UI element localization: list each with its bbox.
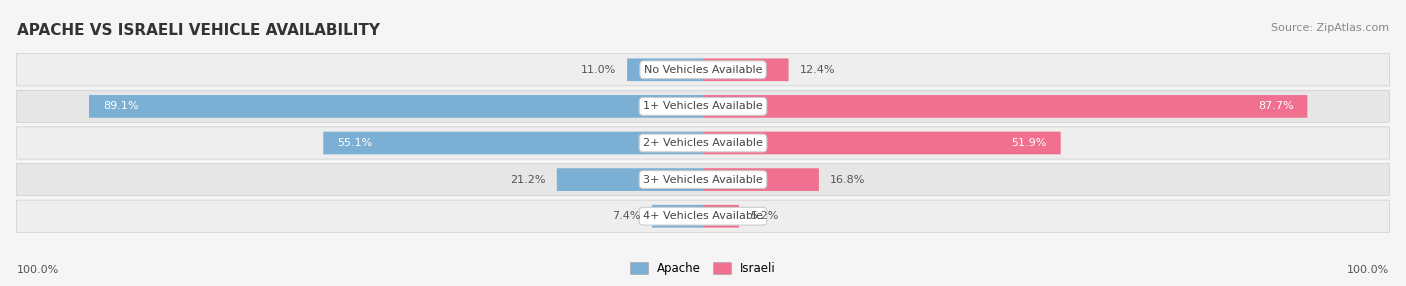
- Text: 7.4%: 7.4%: [613, 211, 641, 221]
- FancyBboxPatch shape: [703, 168, 818, 191]
- Text: 12.4%: 12.4%: [800, 65, 835, 75]
- Text: 5.2%: 5.2%: [749, 211, 779, 221]
- Text: 87.7%: 87.7%: [1258, 102, 1294, 111]
- Text: Source: ZipAtlas.com: Source: ZipAtlas.com: [1271, 23, 1389, 33]
- FancyBboxPatch shape: [652, 205, 703, 228]
- FancyBboxPatch shape: [17, 200, 1389, 232]
- FancyBboxPatch shape: [703, 95, 1308, 118]
- FancyBboxPatch shape: [17, 164, 1389, 196]
- FancyBboxPatch shape: [627, 58, 703, 81]
- FancyBboxPatch shape: [323, 132, 703, 154]
- FancyBboxPatch shape: [557, 168, 703, 191]
- FancyBboxPatch shape: [703, 58, 789, 81]
- Text: 21.2%: 21.2%: [510, 175, 546, 184]
- Text: 2+ Vehicles Available: 2+ Vehicles Available: [643, 138, 763, 148]
- Text: 4+ Vehicles Available: 4+ Vehicles Available: [643, 211, 763, 221]
- FancyBboxPatch shape: [703, 205, 740, 228]
- FancyBboxPatch shape: [703, 132, 1060, 154]
- Text: 55.1%: 55.1%: [337, 138, 373, 148]
- Text: 16.8%: 16.8%: [830, 175, 865, 184]
- Text: 89.1%: 89.1%: [103, 102, 138, 111]
- Text: 3+ Vehicles Available: 3+ Vehicles Available: [643, 175, 763, 184]
- Text: 51.9%: 51.9%: [1011, 138, 1047, 148]
- Legend: Apache, Israeli: Apache, Israeli: [626, 257, 780, 280]
- FancyBboxPatch shape: [89, 95, 703, 118]
- Text: 11.0%: 11.0%: [581, 65, 616, 75]
- Text: 100.0%: 100.0%: [17, 265, 59, 275]
- FancyBboxPatch shape: [17, 54, 1389, 86]
- Text: 1+ Vehicles Available: 1+ Vehicles Available: [643, 102, 763, 111]
- Text: 100.0%: 100.0%: [1347, 265, 1389, 275]
- FancyBboxPatch shape: [17, 90, 1389, 122]
- Text: No Vehicles Available: No Vehicles Available: [644, 65, 762, 75]
- Text: APACHE VS ISRAELI VEHICLE AVAILABILITY: APACHE VS ISRAELI VEHICLE AVAILABILITY: [17, 23, 380, 38]
- FancyBboxPatch shape: [17, 127, 1389, 159]
